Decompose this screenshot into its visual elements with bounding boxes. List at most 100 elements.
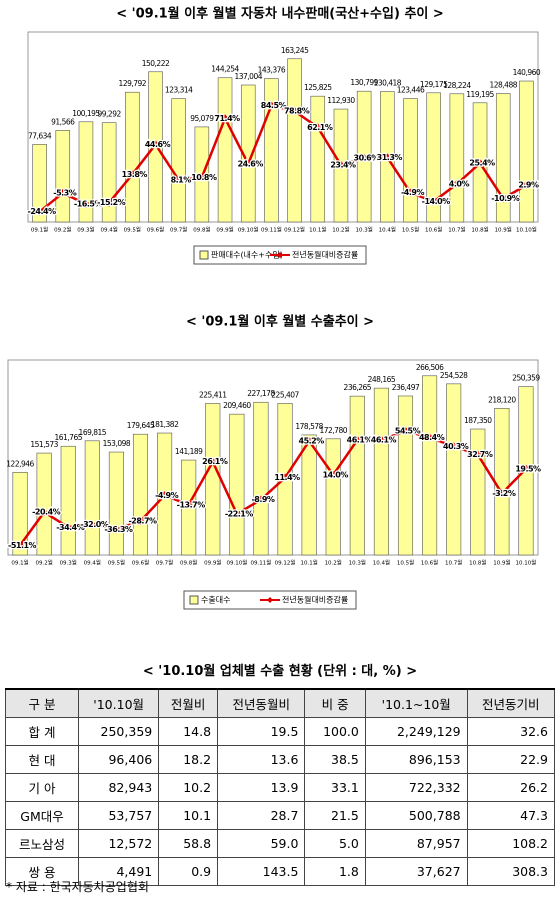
bar-label: 209,460 bbox=[223, 401, 251, 410]
x-tick-label: 10.5월 bbox=[397, 559, 414, 567]
legend-swatch bbox=[199, 250, 209, 260]
bar-label: 130,799 bbox=[350, 78, 378, 87]
line-label: 10.8% bbox=[191, 173, 217, 182]
bar-label: 100,195 bbox=[72, 109, 100, 118]
cell: 28.7 bbox=[217, 801, 306, 830]
bar bbox=[470, 428, 486, 556]
cell: 100.0 bbox=[304, 717, 366, 746]
x-tick-label: 09.7월 bbox=[156, 559, 173, 567]
x-tick-label: 09.1월 bbox=[31, 226, 48, 234]
bar bbox=[32, 144, 47, 223]
row: 현 대 96,406 18.2 13.6 38.5 896,153 22.9 bbox=[4, 745, 556, 774]
bar bbox=[60, 445, 76, 556]
bar bbox=[301, 434, 317, 556]
cell: 32.6 bbox=[466, 717, 556, 746]
cell: 59.0 bbox=[217, 829, 306, 858]
x-tick-label: 09.11월 bbox=[261, 226, 282, 234]
row: 기 아 82,943 10.2 13.9 33.1 722,332 26.2 bbox=[4, 773, 556, 802]
line-marker bbox=[377, 436, 386, 445]
line-marker bbox=[184, 500, 193, 509]
cell: 33.1 bbox=[304, 773, 366, 802]
legend-label: 판매대수(내수+수입) bbox=[211, 251, 283, 260]
x-tick-label: 10.2월 bbox=[325, 559, 342, 567]
line-label: 62.1% bbox=[307, 123, 333, 132]
line-label: 78.8% bbox=[284, 107, 310, 116]
bar bbox=[125, 91, 140, 223]
charts: < '09.1월 이후 월별 자동차 내수판매(국산+수입) 추이 > 77,63… bbox=[6, 6, 543, 610]
line-marker bbox=[81, 199, 90, 208]
line-marker bbox=[160, 491, 169, 500]
bar bbox=[240, 84, 256, 223]
bar-label: 225,407 bbox=[271, 390, 299, 399]
plot-area bbox=[27, 31, 539, 223]
line-label: 31.3% bbox=[377, 153, 403, 162]
cell: 96,406 bbox=[78, 745, 160, 774]
x-tick-label: 09.7월 bbox=[170, 226, 187, 234]
line-marker bbox=[476, 159, 485, 168]
bar-label: 123,314 bbox=[165, 86, 193, 95]
cell: 13.9 bbox=[217, 773, 306, 802]
cell: 22.9 bbox=[466, 745, 556, 774]
line-label: 14.0% bbox=[323, 470, 349, 479]
line bbox=[38, 104, 528, 213]
line-label: 45.2% bbox=[299, 437, 325, 446]
bar-label: 91,566 bbox=[51, 117, 75, 126]
line-marker bbox=[401, 426, 410, 435]
row: 르노삼성 12,572 58.8 59.0 5.0 87,957 108.2 bbox=[4, 829, 556, 858]
bar-label: 141,189 bbox=[175, 447, 203, 456]
x-tick-label: 09.4월 bbox=[84, 559, 101, 567]
bar bbox=[426, 92, 441, 223]
bar bbox=[287, 58, 302, 223]
x-tick-label: 10.3월 bbox=[355, 226, 372, 234]
cell: 250,359 bbox=[78, 717, 160, 746]
line-marker bbox=[35, 207, 44, 216]
cell: 108.2 bbox=[466, 829, 556, 858]
header-cell: '10.10월 bbox=[78, 688, 160, 718]
x-tick-label: 09.9월 bbox=[216, 226, 233, 234]
bar bbox=[55, 130, 71, 223]
line-label: -10.9% bbox=[491, 194, 520, 203]
line-label: 23.4% bbox=[330, 161, 356, 170]
bar-label: 130,418 bbox=[374, 79, 402, 88]
table: 구 분 '10.10월 전월비 전년동월비 비 중 '10.1~10월 전년동기비 합 계 25… bbox=[4, 688, 556, 886]
line-label: 44.6% bbox=[145, 140, 171, 149]
cell: 13.6 bbox=[217, 745, 306, 774]
bar-label: 112,930 bbox=[327, 96, 355, 105]
line-marker bbox=[429, 197, 438, 206]
x-tick-label: 09.5월 bbox=[108, 559, 125, 567]
chart-title: < '09.1월 이후 월별 수출추이 > bbox=[186, 314, 374, 330]
bar bbox=[310, 95, 326, 223]
x-tick-label: 10.6월 bbox=[425, 226, 442, 234]
line-marker bbox=[267, 101, 276, 110]
line-marker bbox=[64, 523, 73, 532]
line-marker bbox=[40, 508, 49, 517]
bar-label: 129,175 bbox=[420, 80, 448, 89]
cell: 1.8 bbox=[304, 857, 366, 886]
line-label: 2.9% bbox=[518, 181, 539, 190]
bar-label: 137,004 bbox=[234, 72, 262, 81]
cell: 2,249,129 bbox=[364, 717, 468, 746]
line-label: 48.4% bbox=[419, 433, 445, 442]
bar bbox=[349, 395, 365, 556]
cell: 26.2 bbox=[466, 773, 556, 802]
line-marker bbox=[449, 442, 458, 451]
bar-label: 163,245 bbox=[281, 46, 309, 55]
cell: 합 계 bbox=[4, 717, 80, 746]
bar-label: 95,079 bbox=[190, 114, 214, 123]
bar-label: 77,634 bbox=[28, 131, 52, 140]
bar-label: 187,350 bbox=[464, 416, 492, 425]
line-marker bbox=[360, 154, 369, 163]
line-label: 19.5% bbox=[515, 464, 541, 473]
x-tick-label: 09.12월 bbox=[284, 226, 305, 234]
line-marker bbox=[499, 194, 508, 203]
x-tick-label: 10.7월 bbox=[448, 226, 465, 234]
cell: 쌍 용 bbox=[4, 857, 80, 886]
bar bbox=[494, 408, 510, 556]
line-marker bbox=[244, 159, 253, 168]
line-label: -4.9% bbox=[401, 188, 424, 197]
x-tick-label: 09.1월 bbox=[11, 559, 28, 567]
bar-label: 128,224 bbox=[443, 81, 471, 90]
line-marker bbox=[497, 489, 506, 498]
legend-label: 전년동월대비증감률 bbox=[292, 250, 358, 260]
cell: 38.5 bbox=[304, 745, 366, 774]
